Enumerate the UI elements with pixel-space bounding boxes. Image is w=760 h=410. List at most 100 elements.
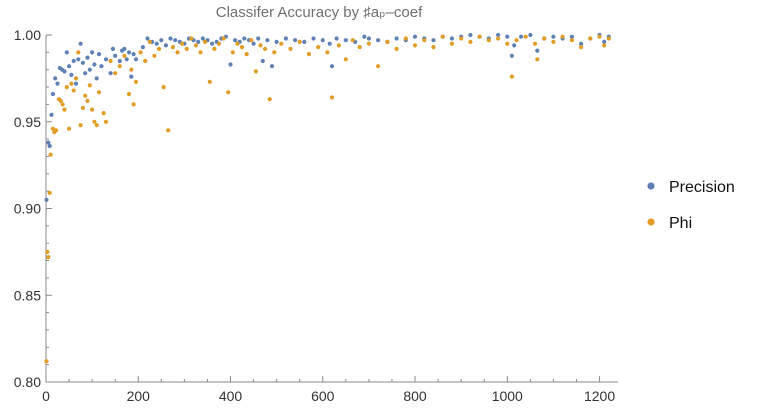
data-point (161, 85, 166, 90)
y-tick-label: 1.00 (14, 27, 41, 43)
data-point (69, 81, 74, 86)
data-point (117, 58, 122, 64)
data-point (325, 50, 330, 55)
data-point (124, 57, 129, 62)
data-point (477, 34, 482, 39)
data-point (514, 38, 519, 43)
data-point (329, 95, 335, 100)
data-point (512, 43, 517, 48)
y-tick-label: 0.95 (14, 114, 41, 130)
data-point (366, 41, 371, 46)
x-tick-label: 400 (219, 388, 243, 404)
data-point (145, 36, 150, 41)
data-point (258, 43, 263, 48)
series-precision (44, 32, 611, 202)
data-point (302, 39, 307, 45)
data-point (126, 91, 132, 97)
data-point (156, 46, 162, 52)
data-point (170, 45, 175, 50)
data-point (152, 53, 157, 58)
data-point (459, 36, 464, 41)
x-tick-label: 200 (127, 388, 151, 404)
data-point (242, 36, 247, 41)
data-point (216, 41, 222, 46)
data-point (523, 34, 528, 39)
data-point (138, 50, 143, 55)
data-point (71, 88, 76, 93)
data-point (267, 97, 272, 102)
data-point (288, 46, 293, 52)
data-point (343, 38, 348, 43)
data-point (49, 112, 54, 117)
data-point (64, 85, 69, 90)
x-tick-label: 600 (311, 388, 335, 404)
data-point (147, 39, 152, 45)
data-point (129, 67, 134, 72)
data-point (83, 93, 88, 98)
data-point (78, 123, 83, 128)
data-point (228, 62, 233, 67)
data-point (357, 45, 362, 50)
legend-label: Phi (669, 215, 692, 232)
data-point (239, 45, 245, 50)
data-point (50, 126, 56, 131)
data-point (394, 36, 399, 41)
data-point (180, 41, 185, 46)
data-point (92, 119, 97, 124)
data-point (551, 34, 556, 39)
data-point (449, 41, 454, 46)
data-point (203, 39, 208, 45)
y-tick-label: 0.80 (14, 374, 41, 390)
data-point (193, 43, 198, 48)
x-tick-label: 1200 (584, 388, 615, 404)
data-point (560, 34, 565, 39)
data-point (249, 38, 254, 43)
data-point (62, 107, 67, 112)
data-point (133, 57, 139, 62)
data-point (78, 41, 83, 46)
data-point (94, 123, 99, 128)
data-point (579, 41, 584, 46)
data-point (235, 41, 240, 46)
data-point (200, 36, 205, 41)
data-point (69, 72, 74, 77)
ticks: 0 200 400 600 800 1000 1200 0.80 0.85 0.90 0.95 1.0… (14, 27, 616, 404)
data-point (122, 46, 127, 52)
data-point (87, 67, 92, 72)
data-point (175, 50, 180, 55)
data-point (168, 36, 173, 41)
data-point (343, 57, 348, 62)
data-point (412, 34, 418, 39)
data-point (60, 102, 65, 107)
data-point (184, 46, 189, 52)
data-point (44, 359, 49, 364)
y-tick-label: 0.85 (14, 287, 41, 303)
legend: Precision Phi (647, 179, 735, 232)
data-point (293, 38, 298, 43)
data-point (71, 58, 76, 64)
data-point (221, 36, 226, 41)
data-point (67, 64, 72, 69)
data-point (159, 38, 164, 43)
data-point (579, 45, 584, 50)
data-point (606, 36, 611, 41)
data-point (103, 57, 109, 62)
data-point (431, 38, 436, 43)
data-point (569, 38, 575, 43)
data-point (376, 38, 381, 43)
data-point (306, 52, 311, 57)
data-point (45, 249, 50, 254)
data-point (336, 43, 341, 48)
data-point (431, 45, 436, 50)
data-point (50, 91, 56, 97)
data-point (113, 53, 118, 58)
data-point (44, 197, 49, 202)
x-tick-label: 800 (403, 388, 427, 404)
data-point (113, 71, 118, 76)
data-point (602, 43, 607, 48)
data-point (251, 41, 256, 46)
data-point (85, 98, 90, 103)
data-point (47, 143, 52, 149)
data-point (189, 36, 194, 41)
axes (45, 35, 618, 383)
